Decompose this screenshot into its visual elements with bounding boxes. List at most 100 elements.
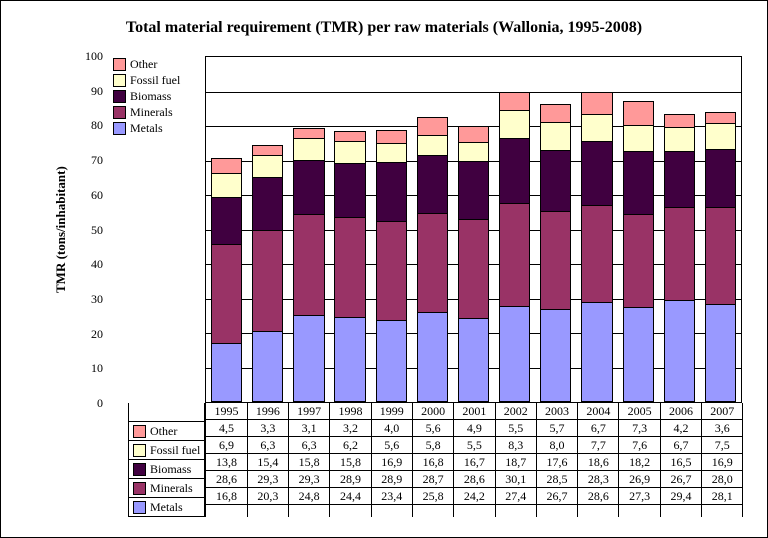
data-cell: 3,6 [702, 420, 742, 437]
bar-column [412, 57, 453, 402]
bar-segment [334, 164, 365, 219]
legend-item: Biomass [113, 89, 205, 104]
bar-segment [211, 245, 242, 344]
bar-column [700, 57, 741, 402]
legend-item: Metals [113, 121, 205, 136]
bar-segment [623, 101, 654, 126]
bar-segment [376, 130, 407, 144]
bar-segment [293, 128, 324, 139]
bar-segment [499, 111, 530, 140]
table-column: 19973,16,315,829,324,8 [288, 403, 329, 517]
bar-column [618, 57, 659, 402]
table-column: 19963,36,315,429,320,3 [247, 403, 288, 517]
bar-segment [705, 112, 736, 124]
data-cell: 27,3 [619, 488, 659, 505]
bar-segment [252, 332, 283, 402]
stacked-bar [664, 114, 695, 402]
row-header-blank [129, 403, 205, 422]
bar-segment [417, 214, 448, 313]
stacked-bar [499, 92, 530, 403]
year-cell: 1995 [206, 403, 246, 420]
bar-column [494, 57, 535, 402]
stacked-bar [540, 104, 571, 402]
bar-segment [540, 104, 571, 124]
bar-column [659, 57, 700, 402]
data-cell: 15,4 [248, 454, 288, 471]
data-cell: 4,2 [661, 420, 701, 437]
data-cell: 8,0 [537, 437, 577, 454]
data-cell: 7,3 [619, 420, 659, 437]
y-axis: 0102030405060708090100 [73, 56, 107, 403]
data-cell: 16,7 [454, 454, 494, 471]
bar-column [247, 57, 288, 402]
data-cell: 15,8 [289, 454, 329, 471]
table-column: 20014,95,516,728,624,2 [453, 403, 494, 517]
data-cell: 6,7 [578, 420, 618, 437]
bar-column [453, 57, 494, 402]
bar-segment [252, 145, 283, 156]
data-cell: 30,1 [496, 471, 536, 488]
bar-segment [211, 174, 242, 198]
y-tick: 70 [91, 154, 103, 166]
table-column: 20035,78,017,628,526,7 [536, 403, 577, 517]
y-tick: 40 [91, 258, 103, 270]
bar-segment [211, 158, 242, 174]
bar-segment [499, 139, 530, 204]
data-cell: 24,8 [289, 488, 329, 505]
legend-label: Fossil fuel [130, 73, 180, 88]
bar-segment [376, 144, 407, 163]
bar-segment [499, 204, 530, 308]
bar-segment [252, 231, 283, 332]
row-header-label: Biomass [150, 462, 191, 477]
bar-segment [458, 319, 489, 402]
data-cell: 28,6 [454, 471, 494, 488]
bar-segment [334, 218, 365, 318]
bar-segment [334, 318, 365, 402]
bar-column [371, 57, 412, 402]
bar-segment [252, 178, 283, 231]
stacked-bar [417, 117, 448, 402]
bar-segment [581, 115, 612, 142]
bar-segment [458, 220, 489, 319]
year-cell: 1997 [289, 403, 329, 420]
y-tick: 0 [97, 397, 103, 409]
bar-segment [623, 126, 654, 152]
data-cell: 28,3 [578, 471, 618, 488]
row-header: Metals [129, 498, 205, 517]
row-header-swatch [133, 444, 146, 457]
stacked-bar [376, 130, 407, 402]
table-column: 20057,37,618,226,927,3 [618, 403, 659, 517]
y-axis-label: TMR (tons/inhabitant) [51, 56, 73, 403]
data-cell: 6,2 [330, 437, 370, 454]
y-tick: 60 [91, 189, 103, 201]
y-tick: 50 [91, 224, 103, 236]
legend-item: Other [113, 57, 205, 72]
data-cell: 8,3 [496, 437, 536, 454]
row-header-swatch [133, 501, 146, 514]
data-cell: 28,0 [702, 471, 742, 488]
bar-segment [664, 128, 695, 151]
row-header-label: Fossil fuel [150, 443, 200, 458]
row-header-label: Minerals [150, 481, 193, 496]
legend-label: Biomass [130, 89, 171, 104]
data-cell: 28,1 [702, 488, 742, 505]
bar-segment [581, 303, 612, 402]
data-cell: 27,4 [496, 488, 536, 505]
legend-swatch [113, 122, 126, 135]
row-header: Other [129, 422, 205, 441]
row-header-swatch [133, 463, 146, 476]
data-table: Other Fossil fuel Biomass Minerals Metals 19… [51, 403, 742, 517]
data-cell: 7,6 [619, 437, 659, 454]
y-tick: 100 [85, 50, 103, 62]
stacked-bar [252, 145, 283, 402]
bar-segment [293, 215, 324, 316]
plot-area [205, 56, 742, 403]
bar-segment [458, 162, 489, 220]
bar-segment [664, 114, 695, 128]
data-cell: 7,5 [702, 437, 742, 454]
legend-swatch [113, 90, 126, 103]
data-cell: 28,9 [330, 471, 370, 488]
bar-segment [376, 321, 407, 402]
data-cell: 5,8 [413, 437, 453, 454]
data-cell: 29,3 [289, 471, 329, 488]
